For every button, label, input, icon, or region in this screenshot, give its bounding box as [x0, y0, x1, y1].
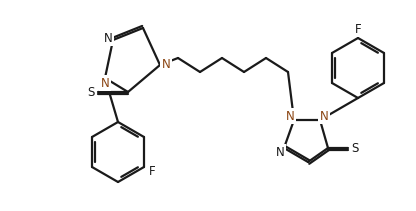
Text: S: S — [87, 85, 95, 99]
Text: N: N — [319, 110, 328, 123]
Text: N: N — [104, 31, 112, 45]
Text: N: N — [101, 77, 109, 89]
Text: F: F — [355, 23, 362, 35]
Text: N: N — [286, 110, 295, 123]
Text: N: N — [162, 58, 171, 70]
Text: N: N — [276, 146, 285, 158]
Text: F: F — [149, 165, 155, 178]
Text: S: S — [352, 142, 359, 154]
